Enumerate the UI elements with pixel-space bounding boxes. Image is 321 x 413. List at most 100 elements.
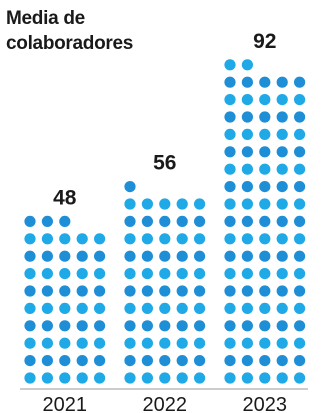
dot	[276, 233, 288, 245]
dot	[141, 233, 153, 245]
dot	[224, 268, 236, 280]
dot	[224, 215, 236, 227]
dot	[76, 285, 88, 297]
dot	[294, 372, 306, 384]
dot	[276, 146, 288, 158]
dot	[241, 163, 253, 175]
dot	[224, 111, 236, 123]
dot	[241, 320, 253, 332]
dot	[294, 146, 306, 158]
dot	[41, 355, 54, 367]
year-label-2022: 2022	[143, 394, 188, 413]
dot	[24, 302, 36, 314]
dot	[241, 302, 253, 314]
dot	[194, 320, 206, 332]
dot	[294, 285, 306, 297]
dot	[59, 215, 71, 227]
dot	[59, 268, 71, 280]
dot	[241, 268, 253, 280]
dot	[224, 320, 236, 332]
dot	[276, 320, 288, 332]
dot	[241, 337, 253, 349]
dot	[141, 372, 153, 384]
dot	[224, 372, 236, 384]
dot	[241, 355, 253, 367]
dot	[194, 215, 206, 227]
dot	[259, 355, 271, 367]
dot	[124, 250, 136, 262]
dot	[176, 198, 188, 210]
dot	[41, 233, 54, 245]
dot	[224, 337, 236, 349]
dot	[24, 355, 36, 367]
dot	[76, 250, 88, 262]
value-label-2022: 56	[153, 152, 176, 175]
dot	[159, 198, 171, 210]
dot	[176, 250, 188, 262]
dot	[259, 76, 271, 88]
dot	[76, 372, 88, 384]
dot	[94, 372, 106, 384]
dot	[259, 111, 271, 123]
dot	[94, 355, 106, 367]
dot	[241, 128, 253, 140]
dot	[159, 320, 171, 332]
dot	[76, 233, 88, 245]
dot	[94, 268, 106, 280]
value-label-2023: 92	[253, 30, 276, 53]
dot	[294, 250, 306, 262]
dot	[276, 215, 288, 227]
dot	[124, 355, 136, 367]
dot	[294, 302, 306, 314]
dot	[294, 181, 306, 193]
dot	[94, 285, 106, 297]
dot	[141, 355, 153, 367]
dot	[141, 198, 153, 210]
dot	[124, 233, 136, 245]
dot	[176, 215, 188, 227]
dot	[41, 268, 54, 280]
dot	[241, 198, 253, 210]
dot	[224, 198, 236, 210]
dot	[176, 372, 188, 384]
dot	[224, 285, 236, 297]
dot	[259, 215, 271, 227]
dot	[141, 320, 153, 332]
dot	[76, 337, 88, 349]
dot	[294, 94, 306, 106]
dot	[176, 285, 188, 297]
chart-title: Media de colaboradores	[6, 8, 134, 54]
dot	[159, 337, 171, 349]
dot	[124, 215, 136, 227]
dot	[24, 250, 36, 262]
dot	[241, 76, 253, 88]
dot	[141, 268, 153, 280]
dot	[241, 111, 253, 123]
dot	[176, 337, 188, 349]
dot	[276, 198, 288, 210]
dot	[224, 94, 236, 106]
dot	[294, 198, 306, 210]
dot	[124, 198, 136, 210]
dot	[76, 268, 88, 280]
dot	[194, 337, 206, 349]
dot	[41, 302, 54, 314]
dot	[276, 372, 288, 384]
dot	[76, 320, 88, 332]
dot	[294, 355, 306, 367]
dot	[194, 198, 206, 210]
dot	[259, 94, 271, 106]
dot	[124, 285, 136, 297]
dot-column-2021	[24, 215, 106, 384]
dot	[259, 268, 271, 280]
dot	[176, 268, 188, 280]
dot	[159, 302, 171, 314]
dot	[276, 181, 288, 193]
dot	[41, 372, 54, 384]
dot	[76, 302, 88, 314]
dot	[224, 59, 236, 71]
dot	[194, 250, 206, 262]
dot	[276, 337, 288, 349]
dot	[24, 268, 36, 280]
dot	[159, 250, 171, 262]
